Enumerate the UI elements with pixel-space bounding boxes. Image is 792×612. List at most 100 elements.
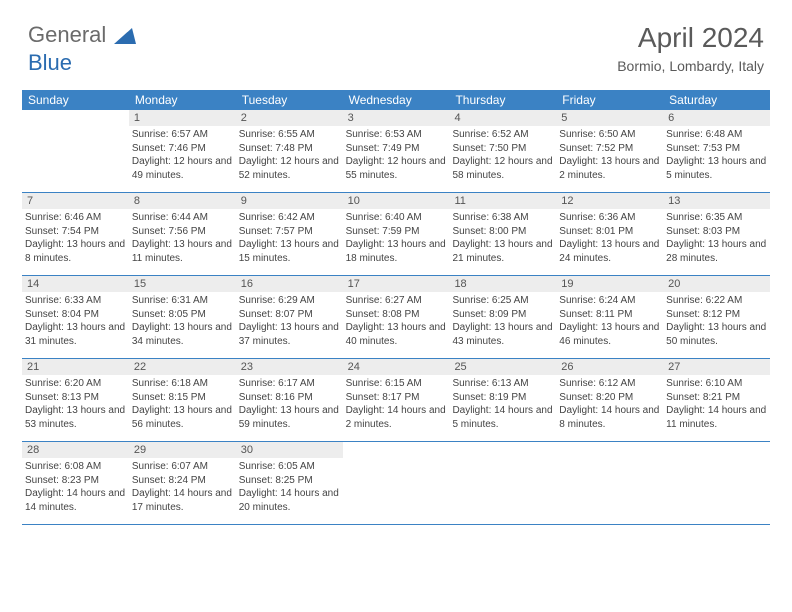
day-body: Sunrise: 6:27 AMSunset: 8:08 PMDaylight:… (343, 292, 450, 352)
day-number: 15 (129, 276, 236, 292)
sunrise-text: Sunrise: 6:42 AM (239, 211, 340, 225)
day-number: 19 (556, 276, 663, 292)
day-body: Sunrise: 6:20 AMSunset: 8:13 PMDaylight:… (22, 375, 129, 435)
daylight-text: Daylight: 13 hours and 59 minutes. (239, 404, 340, 431)
sunrise-text: Sunrise: 6:15 AM (346, 377, 447, 391)
sunset-text: Sunset: 8:16 PM (239, 391, 340, 405)
sunrise-text: Sunrise: 6:10 AM (666, 377, 767, 391)
day-number: 23 (236, 359, 343, 375)
day-body: Sunrise: 6:46 AMSunset: 7:54 PMDaylight:… (22, 209, 129, 269)
day-number: 20 (663, 276, 770, 292)
day-body: Sunrise: 6:13 AMSunset: 8:19 PMDaylight:… (449, 375, 556, 435)
sunset-text: Sunset: 8:24 PM (132, 474, 233, 488)
day-body: Sunrise: 6:42 AMSunset: 7:57 PMDaylight:… (236, 209, 343, 269)
sunset-text: Sunset: 8:01 PM (559, 225, 660, 239)
day-body: Sunrise: 6:38 AMSunset: 8:00 PMDaylight:… (449, 209, 556, 269)
sunset-text: Sunset: 8:19 PM (452, 391, 553, 405)
sunset-text: Sunset: 8:25 PM (239, 474, 340, 488)
sunrise-text: Sunrise: 6:50 AM (559, 128, 660, 142)
calendar-day (449, 442, 556, 524)
day-number: 24 (343, 359, 450, 375)
day-body: Sunrise: 6:31 AMSunset: 8:05 PMDaylight:… (129, 292, 236, 352)
sunrise-text: Sunrise: 6:53 AM (346, 128, 447, 142)
calendar-day: 30Sunrise: 6:05 AMSunset: 8:25 PMDayligh… (236, 442, 343, 524)
calendar-day: 8Sunrise: 6:44 AMSunset: 7:56 PMDaylight… (129, 193, 236, 275)
daylight-text: Daylight: 13 hours and 24 minutes. (559, 238, 660, 265)
daylight-text: Daylight: 14 hours and 17 minutes. (132, 487, 233, 514)
day-number: 12 (556, 193, 663, 209)
daylight-text: Daylight: 13 hours and 28 minutes. (666, 238, 767, 265)
calendar-week: 14Sunrise: 6:33 AMSunset: 8:04 PMDayligh… (22, 276, 770, 359)
daylight-text: Daylight: 13 hours and 2 minutes. (559, 155, 660, 182)
day-number: 30 (236, 442, 343, 458)
day-body: Sunrise: 6:05 AMSunset: 8:25 PMDaylight:… (236, 458, 343, 518)
sunset-text: Sunset: 8:03 PM (666, 225, 767, 239)
sunrise-text: Sunrise: 6:40 AM (346, 211, 447, 225)
calendar-day: 6Sunrise: 6:48 AMSunset: 7:53 PMDaylight… (663, 110, 770, 192)
sunset-text: Sunset: 8:11 PM (559, 308, 660, 322)
sunrise-text: Sunrise: 6:24 AM (559, 294, 660, 308)
daylight-text: Daylight: 13 hours and 37 minutes. (239, 321, 340, 348)
calendar-day: 18Sunrise: 6:25 AMSunset: 8:09 PMDayligh… (449, 276, 556, 358)
sunset-text: Sunset: 8:08 PM (346, 308, 447, 322)
daylight-text: Daylight: 13 hours and 46 minutes. (559, 321, 660, 348)
sunset-text: Sunset: 7:52 PM (559, 142, 660, 156)
sunrise-text: Sunrise: 6:44 AM (132, 211, 233, 225)
day-body: Sunrise: 6:33 AMSunset: 8:04 PMDaylight:… (22, 292, 129, 352)
sunset-text: Sunset: 8:09 PM (452, 308, 553, 322)
day-body: Sunrise: 6:44 AMSunset: 7:56 PMDaylight:… (129, 209, 236, 269)
day-header: Saturday (663, 90, 770, 110)
day-number: 5 (556, 110, 663, 126)
day-body: Sunrise: 6:22 AMSunset: 8:12 PMDaylight:… (663, 292, 770, 352)
sunrise-text: Sunrise: 6:25 AM (452, 294, 553, 308)
day-body: Sunrise: 6:07 AMSunset: 8:24 PMDaylight:… (129, 458, 236, 518)
sunset-text: Sunset: 8:20 PM (559, 391, 660, 405)
calendar-day: 29Sunrise: 6:07 AMSunset: 8:24 PMDayligh… (129, 442, 236, 524)
sunrise-text: Sunrise: 6:18 AM (132, 377, 233, 391)
sunset-text: Sunset: 8:04 PM (25, 308, 126, 322)
sunset-text: Sunset: 8:12 PM (666, 308, 767, 322)
logo-text-2: Blue (28, 50, 72, 75)
sunrise-text: Sunrise: 6:05 AM (239, 460, 340, 474)
sunrise-text: Sunrise: 6:20 AM (25, 377, 126, 391)
day-body: Sunrise: 6:36 AMSunset: 8:01 PMDaylight:… (556, 209, 663, 269)
calendar-day (663, 442, 770, 524)
sunrise-text: Sunrise: 6:31 AM (132, 294, 233, 308)
day-body: Sunrise: 6:40 AMSunset: 7:59 PMDaylight:… (343, 209, 450, 269)
calendar-day: 24Sunrise: 6:15 AMSunset: 8:17 PMDayligh… (343, 359, 450, 441)
sunrise-text: Sunrise: 6:55 AM (239, 128, 340, 142)
calendar: SundayMondayTuesdayWednesdayThursdayFrid… (22, 90, 770, 525)
daylight-text: Daylight: 12 hours and 55 minutes. (346, 155, 447, 182)
day-number: 29 (129, 442, 236, 458)
day-header: Sunday (22, 90, 129, 110)
sunrise-text: Sunrise: 6:57 AM (132, 128, 233, 142)
sunset-text: Sunset: 8:17 PM (346, 391, 447, 405)
day-body: Sunrise: 6:18 AMSunset: 8:15 PMDaylight:… (129, 375, 236, 435)
daylight-text: Daylight: 13 hours and 50 minutes. (666, 321, 767, 348)
sunrise-text: Sunrise: 6:38 AM (452, 211, 553, 225)
day-body: Sunrise: 6:17 AMSunset: 8:16 PMDaylight:… (236, 375, 343, 435)
day-header: Tuesday (236, 90, 343, 110)
calendar-day: 9Sunrise: 6:42 AMSunset: 7:57 PMDaylight… (236, 193, 343, 275)
daylight-text: Daylight: 13 hours and 5 minutes. (666, 155, 767, 182)
sunset-text: Sunset: 8:15 PM (132, 391, 233, 405)
day-body: Sunrise: 6:08 AMSunset: 8:23 PMDaylight:… (22, 458, 129, 518)
day-number: 26 (556, 359, 663, 375)
daylight-text: Daylight: 13 hours and 53 minutes. (25, 404, 126, 431)
sunset-text: Sunset: 8:05 PM (132, 308, 233, 322)
calendar-day: 22Sunrise: 6:18 AMSunset: 8:15 PMDayligh… (129, 359, 236, 441)
calendar-day: 13Sunrise: 6:35 AMSunset: 8:03 PMDayligh… (663, 193, 770, 275)
daylight-text: Daylight: 14 hours and 8 minutes. (559, 404, 660, 431)
calendar-day: 25Sunrise: 6:13 AMSunset: 8:19 PMDayligh… (449, 359, 556, 441)
sunrise-text: Sunrise: 6:17 AM (239, 377, 340, 391)
sunset-text: Sunset: 7:57 PM (239, 225, 340, 239)
sunset-text: Sunset: 7:54 PM (25, 225, 126, 239)
calendar-day: 10Sunrise: 6:40 AMSunset: 7:59 PMDayligh… (343, 193, 450, 275)
day-number: 18 (449, 276, 556, 292)
sunset-text: Sunset: 7:46 PM (132, 142, 233, 156)
sunrise-text: Sunrise: 6:29 AM (239, 294, 340, 308)
calendar-week: 7Sunrise: 6:46 AMSunset: 7:54 PMDaylight… (22, 193, 770, 276)
logo: General Blue (28, 22, 136, 76)
sunrise-text: Sunrise: 6:36 AM (559, 211, 660, 225)
day-body: Sunrise: 6:29 AMSunset: 8:07 PMDaylight:… (236, 292, 343, 352)
